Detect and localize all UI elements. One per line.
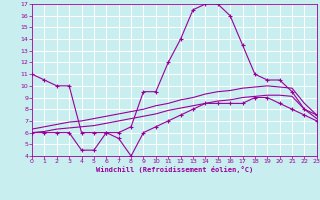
- X-axis label: Windchill (Refroidissement éolien,°C): Windchill (Refroidissement éolien,°C): [96, 166, 253, 173]
